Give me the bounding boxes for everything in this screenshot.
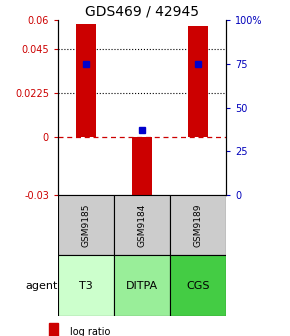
Bar (188, 26, 208, 137)
Bar (114, 255, 170, 316)
Text: DITPA: DITPA (126, 281, 158, 291)
Text: T3: T3 (79, 281, 93, 291)
Bar (58, 195, 114, 255)
Text: log ratio: log ratio (70, 327, 110, 336)
Title: GDS469 / 42945: GDS469 / 42945 (85, 5, 199, 19)
Bar (170, 255, 226, 316)
Bar (58, 255, 114, 316)
Text: agent: agent (26, 281, 58, 291)
Bar (76, 24, 96, 137)
Text: GSM9185: GSM9185 (81, 203, 90, 247)
Bar (170, 195, 226, 255)
Bar (132, 137, 152, 199)
Bar (49, 323, 58, 336)
Text: CGS: CGS (186, 281, 210, 291)
Text: GSM9184: GSM9184 (137, 203, 147, 247)
Text: GSM9189: GSM9189 (194, 203, 203, 247)
Bar (114, 195, 170, 255)
